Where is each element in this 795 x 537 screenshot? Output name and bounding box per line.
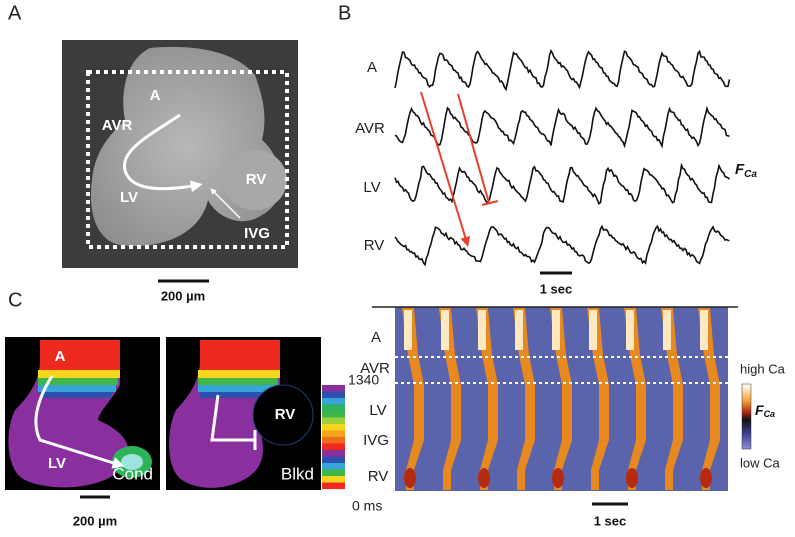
ca-wave bbox=[476, 308, 498, 490]
colorbar-stripe bbox=[322, 385, 345, 392]
colorbar-stripe bbox=[322, 430, 345, 438]
colorbar-stripe bbox=[322, 456, 345, 464]
subscript: Ca bbox=[764, 409, 776, 419]
trace bbox=[394, 162, 731, 205]
block-bar bbox=[481, 200, 499, 206]
signal-label: FCa bbox=[735, 161, 757, 180]
photo bbox=[62, 40, 298, 268]
colorbar-stripe bbox=[322, 424, 345, 431]
colorbar-stripe bbox=[322, 417, 345, 425]
rv-beat bbox=[552, 468, 564, 488]
ca-wave bbox=[513, 308, 535, 490]
trace-label: LV bbox=[363, 179, 380, 196]
rv-beat bbox=[404, 468, 416, 488]
ca-wave bbox=[624, 308, 646, 490]
traces bbox=[394, 48, 731, 267]
ca-wave bbox=[698, 308, 720, 490]
scale-label: 200 µm bbox=[73, 513, 117, 528]
trace bbox=[394, 224, 730, 267]
scale-label: 1 sec bbox=[594, 513, 627, 528]
region-label: IVG bbox=[244, 225, 270, 242]
kymograph bbox=[372, 306, 738, 491]
colorbar bbox=[322, 385, 345, 490]
ca-peak bbox=[589, 310, 597, 350]
ca-colorbar bbox=[741, 383, 752, 450]
panel-label: B bbox=[338, 2, 351, 24]
colorbar-stripe bbox=[322, 443, 345, 451]
ca-wave bbox=[587, 308, 609, 490]
ca-peak bbox=[700, 310, 708, 350]
region-label: A bbox=[55, 348, 66, 365]
colorbar-stripe bbox=[322, 398, 345, 405]
high-label: high Ca bbox=[740, 361, 786, 376]
region-label: LV bbox=[48, 455, 66, 472]
row-label: IVG bbox=[363, 432, 389, 449]
trace-label: AVR bbox=[355, 120, 385, 137]
ca-wave bbox=[402, 308, 424, 490]
ca-wave bbox=[550, 308, 572, 490]
region-label: A bbox=[150, 87, 161, 104]
rv-beat bbox=[478, 468, 490, 488]
colorbar-stripe bbox=[322, 404, 345, 412]
rv-beat bbox=[626, 468, 638, 488]
colorbar-stripe bbox=[322, 450, 345, 457]
conduction-arrow bbox=[420, 91, 471, 247]
ca-peak bbox=[552, 310, 560, 350]
ca-wave bbox=[661, 308, 683, 490]
colorbar-stripe bbox=[322, 469, 345, 477]
trace bbox=[394, 48, 731, 92]
scale-label: 200 µm bbox=[161, 288, 205, 303]
region-label: RV bbox=[246, 171, 267, 188]
scale-label: 1 sec bbox=[540, 281, 573, 296]
colorbar-stripe bbox=[322, 411, 345, 418]
ca-wave bbox=[439, 308, 461, 490]
ca-peak bbox=[663, 310, 671, 350]
colorbar-stripe bbox=[322, 391, 345, 399]
ca-peak bbox=[626, 310, 634, 350]
colorbar-stripe bbox=[322, 476, 345, 483]
trace-label: RV bbox=[364, 237, 385, 254]
row-label: LV bbox=[369, 402, 386, 419]
trace bbox=[394, 105, 730, 149]
colorbar-max: 1340 bbox=[348, 372, 379, 388]
ca-peak bbox=[478, 310, 486, 350]
row-label: A bbox=[371, 329, 381, 346]
trace-label: A bbox=[367, 59, 377, 76]
rv-beat bbox=[700, 468, 712, 488]
colorbar-stripe bbox=[322, 437, 345, 444]
colorbar-min: 0 ms bbox=[352, 498, 382, 514]
region-label: AVR bbox=[102, 117, 133, 134]
colorbar-stripe bbox=[322, 463, 345, 470]
ca-peak bbox=[515, 310, 523, 350]
signal-label: FCa bbox=[755, 402, 775, 420]
low-label: low Ca bbox=[740, 455, 781, 470]
condition-label: Cond bbox=[112, 464, 153, 483]
subscript: Ca bbox=[744, 169, 757, 180]
region-label: RV bbox=[275, 406, 296, 423]
block-line bbox=[457, 93, 490, 204]
panel-label: A bbox=[8, 2, 22, 24]
colorbar-stripe bbox=[322, 482, 345, 490]
activation-map bbox=[166, 337, 321, 490]
symbol: F bbox=[735, 161, 745, 178]
panel-label: C bbox=[8, 289, 22, 311]
ca-peak bbox=[441, 310, 449, 350]
condition-label: Blkd bbox=[281, 464, 314, 483]
symbol: F bbox=[755, 402, 764, 418]
ca-peak bbox=[404, 310, 412, 350]
row-label: AVR bbox=[360, 360, 390, 377]
region-label: LV bbox=[120, 189, 138, 206]
row-label: RV bbox=[368, 468, 389, 485]
activation-map bbox=[5, 337, 160, 490]
